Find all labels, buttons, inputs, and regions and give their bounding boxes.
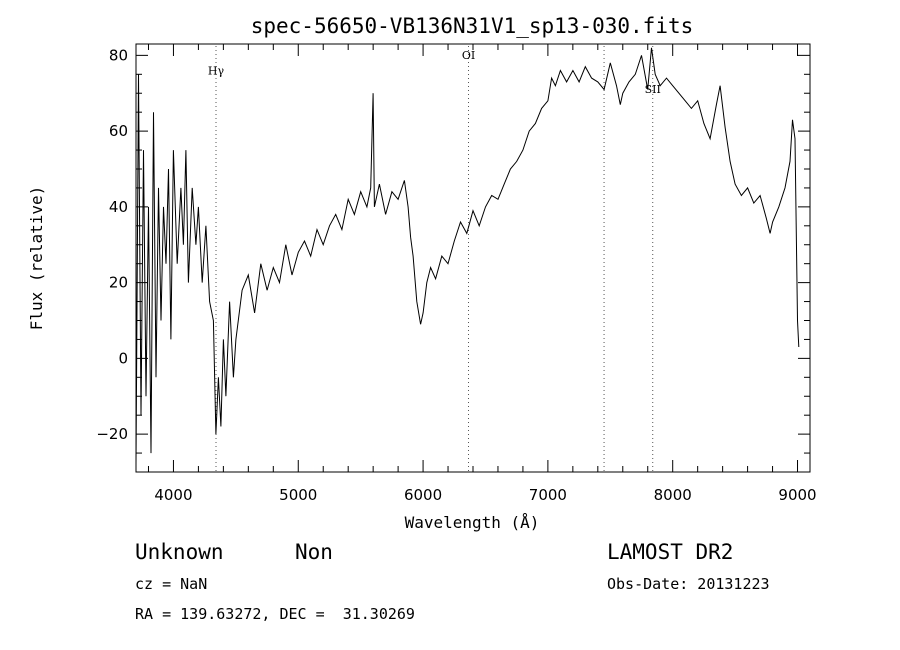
line-marker-label: OI [462,49,475,62]
x-tick-label: 6000 [404,486,442,504]
survey-name: LAMOST DR2 [607,540,734,564]
x-tick-label: 9000 [778,486,816,504]
observation-date: Obs-Date: 20131223 [607,575,770,593]
chart-title: spec-56650-VB136N31V1_sp13-030.fits [251,14,694,38]
x-tick-label: 7000 [529,486,567,504]
spectral-line-markers: Hγ OI SII [208,46,661,472]
x-tick-label: 4000 [154,486,192,504]
x-tick-label: 8000 [654,486,692,504]
y-tick-label: 40 [109,198,128,216]
y-tick-label: 60 [109,122,128,140]
line-marker-label: Hγ [208,64,225,77]
object-subclass: Non [295,540,333,564]
object-class: Unknown [135,540,224,564]
x-axis-label: Wavelength (Å) [405,513,540,532]
redshift-cz: cz = NaN [135,575,208,593]
y-axis-label: Flux (relative) [27,186,46,331]
line-marker-label: SII [645,83,661,96]
spectrum-line [135,47,800,465]
y-tick-label: 0 [118,349,128,367]
x-tick-label: 5000 [279,486,317,504]
plot-axes: 4000 5000 6000 7000 8000 9000 −20 0 20 40 60 80 [96,43,817,504]
plot-frame [135,43,811,473]
y-tick-label: 80 [109,46,128,64]
y-tick-label: 20 [109,274,128,292]
y-tick-label: −20 [96,425,128,443]
coordinates: RA = 139.63272, DEC = 31.30269 [135,605,415,623]
